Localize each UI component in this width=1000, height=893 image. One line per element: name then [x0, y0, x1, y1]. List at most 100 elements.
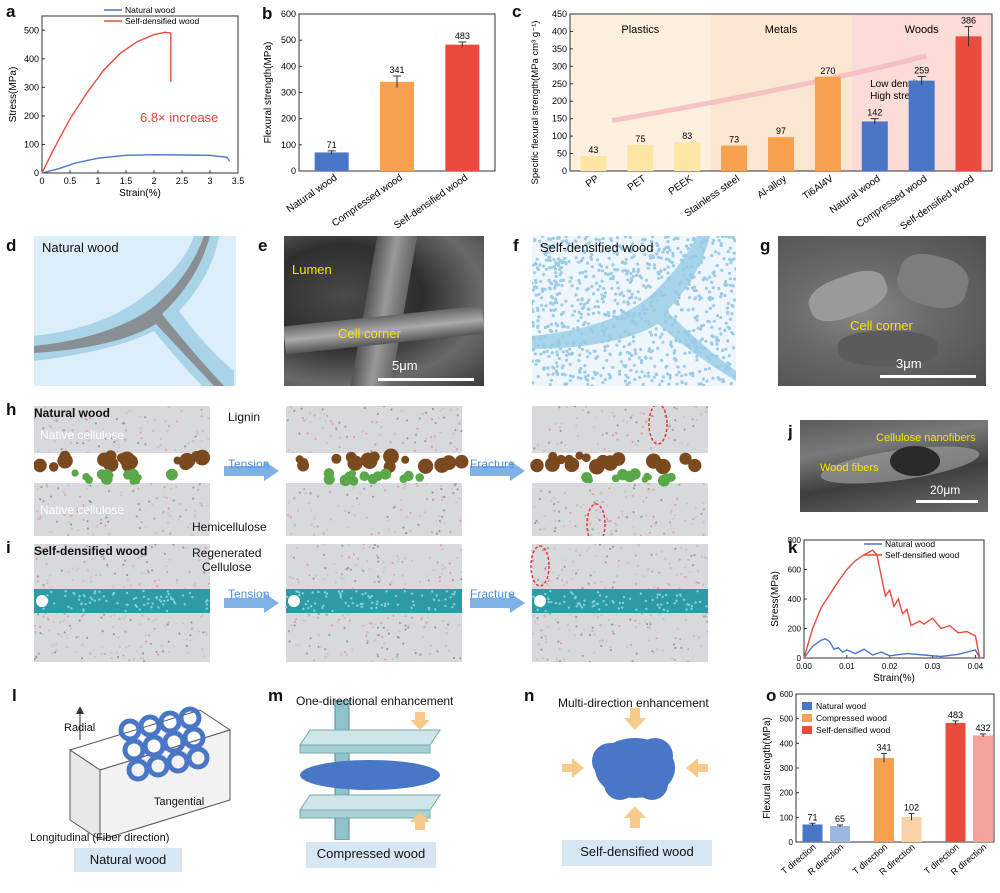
atom — [629, 618, 632, 621]
atom — [431, 407, 435, 411]
particle — [590, 284, 594, 289]
atom — [201, 429, 204, 433]
atom — [559, 660, 562, 662]
atom — [397, 557, 400, 560]
atom — [631, 414, 634, 417]
panel-m-title: One-directional enhancement — [296, 694, 454, 708]
atom — [200, 414, 203, 418]
atom — [396, 655, 399, 658]
x-tick-label: 0.00 — [796, 662, 812, 671]
particle — [708, 295, 712, 299]
particle — [608, 248, 612, 252]
atom — [301, 619, 305, 622]
void — [288, 595, 300, 607]
atom — [459, 657, 462, 660]
y-tick-label: 400 — [281, 61, 296, 71]
atom — [57, 487, 60, 490]
atom — [635, 652, 638, 655]
atom — [593, 633, 596, 636]
particle — [705, 379, 709, 383]
atom — [162, 510, 165, 513]
atom — [584, 514, 587, 517]
atom — [128, 409, 131, 412]
atom — [344, 650, 347, 654]
legend-label: Self-densified wood — [816, 725, 890, 735]
atom — [36, 575, 39, 578]
atom — [355, 590, 358, 593]
particle — [647, 374, 651, 378]
y-tick-label: 100 — [780, 813, 794, 822]
atom — [92, 649, 95, 652]
atom — [45, 482, 48, 485]
atom — [155, 531, 158, 535]
particle — [593, 305, 597, 309]
atom — [434, 448, 437, 451]
atom — [313, 533, 316, 536]
atom — [194, 435, 197, 438]
atom — [72, 567, 75, 570]
particle — [600, 323, 604, 327]
fracture-highlight — [530, 545, 550, 587]
particle — [577, 345, 582, 349]
series-line-natural-wood — [803, 638, 981, 659]
atom — [44, 406, 47, 409]
atom — [80, 603, 83, 606]
particle — [611, 365, 615, 369]
particle — [711, 304, 716, 308]
atom — [608, 449, 611, 453]
particle — [654, 372, 658, 376]
particle — [677, 370, 681, 374]
particle — [688, 372, 692, 376]
atom — [370, 622, 373, 625]
atom — [686, 603, 689, 606]
atom — [155, 497, 158, 500]
y-tick-label: 400 — [24, 54, 39, 64]
atom — [63, 612, 66, 615]
atom — [544, 567, 547, 570]
atom — [287, 630, 290, 633]
particle — [583, 302, 587, 306]
atom — [601, 433, 604, 437]
particle — [588, 351, 592, 355]
atom — [595, 509, 598, 512]
atom — [690, 555, 693, 558]
atom — [101, 645, 104, 648]
atom — [663, 408, 666, 411]
atom — [337, 590, 340, 593]
particle — [669, 331, 673, 335]
atom — [324, 648, 327, 651]
legend-label: Natural wood — [816, 701, 866, 711]
atom — [669, 524, 672, 527]
particle — [664, 365, 668, 369]
atom — [634, 619, 637, 622]
atom — [409, 529, 412, 532]
atom — [637, 544, 640, 547]
atom — [566, 623, 570, 626]
hemicellulose-blob — [399, 474, 408, 484]
atom — [42, 607, 45, 610]
particle — [640, 242, 644, 246]
bar-6 — [861, 121, 888, 171]
y-tick-label: 200 — [24, 111, 39, 121]
bar-value-label: 75 — [635, 134, 645, 144]
atom — [367, 595, 370, 598]
atom — [362, 547, 365, 550]
atom — [93, 590, 97, 593]
atom — [307, 502, 310, 505]
particle — [583, 320, 587, 324]
atom — [397, 636, 400, 639]
atom — [146, 420, 149, 424]
panel-i-title: Self-densified wood — [34, 544, 148, 558]
atom — [125, 411, 128, 414]
y-tick-label: 450 — [552, 9, 567, 19]
atom — [648, 639, 651, 642]
particle — [654, 333, 658, 337]
atom — [392, 614, 395, 617]
particle — [547, 278, 551, 282]
particle — [719, 294, 723, 299]
sem-image-self-densified — [778, 236, 986, 386]
bar-1 — [380, 81, 414, 171]
fracture-highlight — [586, 503, 606, 536]
hemicellulose-blob — [85, 475, 93, 484]
particle — [705, 355, 709, 359]
